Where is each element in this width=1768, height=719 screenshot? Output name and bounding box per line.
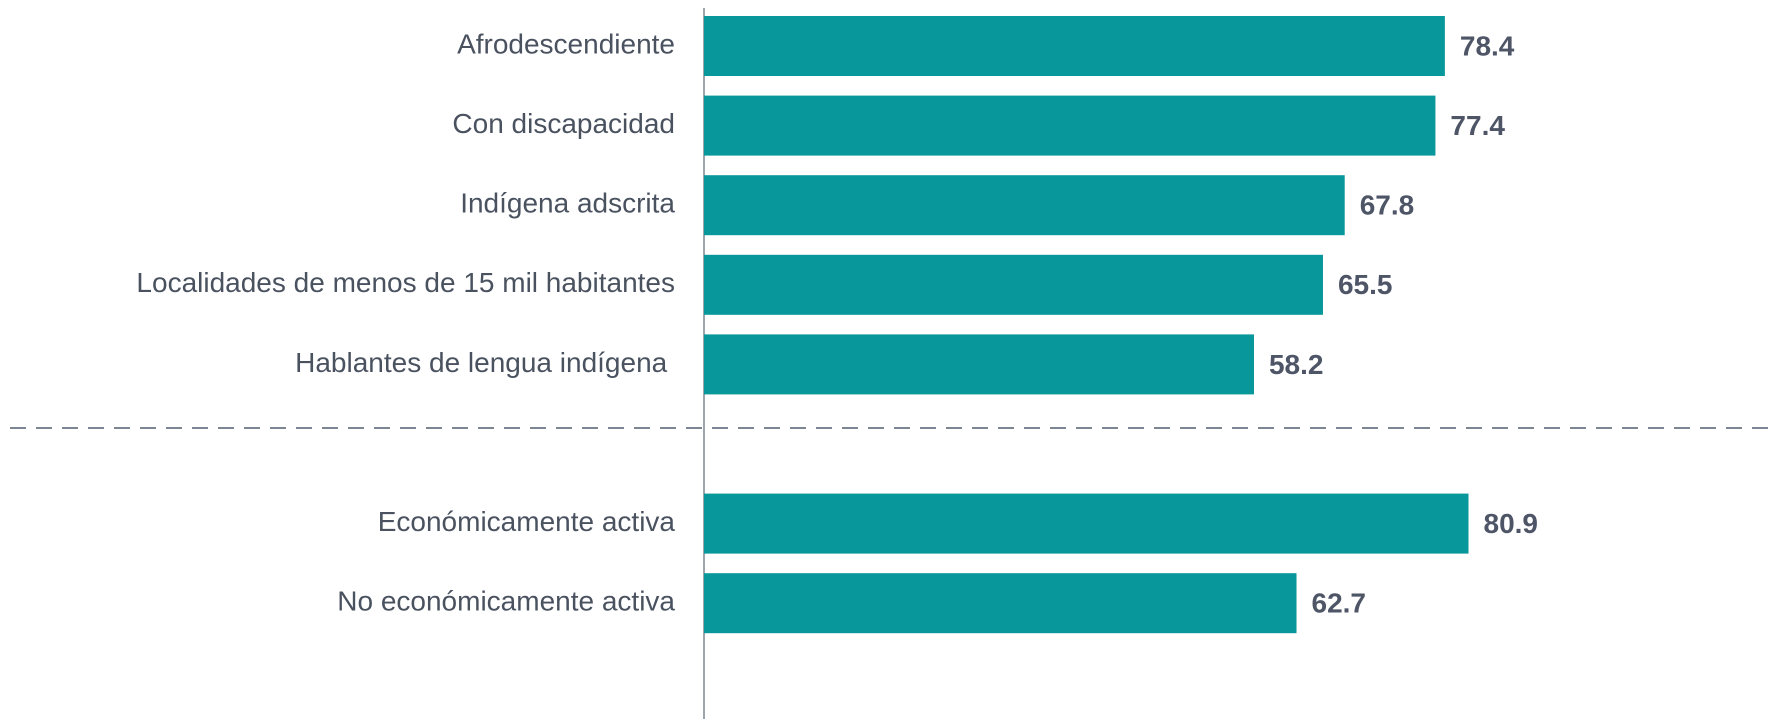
- category-label: Localidades de menos de 15 mil habitante…: [136, 267, 675, 298]
- value-label: 78.4: [1460, 30, 1515, 61]
- category-label: Con discapacidad: [452, 108, 675, 139]
- value-label: 80.9: [1484, 508, 1539, 539]
- bar: [704, 16, 1445, 76]
- value-label: 67.8: [1360, 190, 1415, 221]
- bar: [704, 95, 1436, 156]
- category-label: Hablantes de lengua indígena: [295, 347, 675, 378]
- category-label: Indígena adscrita: [460, 188, 675, 219]
- value-label: 62.7: [1312, 588, 1367, 619]
- category-label: Afrodescendiente: [457, 28, 675, 59]
- bar: [704, 493, 1469, 554]
- category-label: No económicamente activa: [337, 586, 675, 617]
- bar: [704, 175, 1345, 236]
- value-label: 65.5: [1338, 269, 1393, 300]
- value-label: 77.4: [1450, 110, 1505, 141]
- bar: [704, 254, 1323, 315]
- bar: [704, 573, 1297, 634]
- category-label: Económicamente activa: [378, 506, 676, 537]
- bar: [704, 334, 1254, 395]
- value-label: 58.2: [1269, 349, 1324, 380]
